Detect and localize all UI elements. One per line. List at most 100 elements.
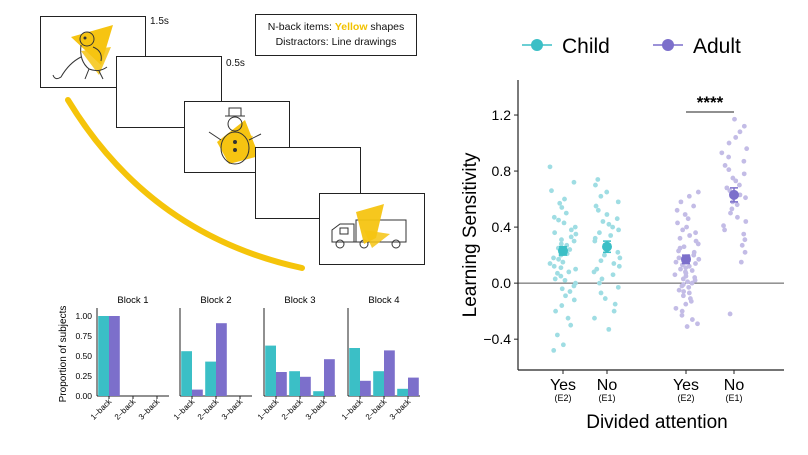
bar-x-tick-label: 1–back bbox=[172, 396, 197, 421]
bar-adult bbox=[192, 389, 203, 396]
bar-child bbox=[373, 371, 384, 396]
data-point-child bbox=[551, 255, 556, 261]
data-point-adult bbox=[741, 231, 747, 237]
scatter-y-tick-label: 1.2 bbox=[492, 107, 512, 123]
data-point-child bbox=[560, 259, 566, 265]
data-point-child bbox=[614, 216, 620, 222]
data-point-child bbox=[608, 233, 614, 238]
bar-adult bbox=[109, 316, 120, 396]
bar-child bbox=[205, 361, 216, 396]
learning-sensitivity-chart: Child Adult −0.4 0.0 0.4 0.8 1.2 Learning Sensi… bbox=[460, 35, 784, 433]
data-point-child bbox=[602, 296, 608, 301]
scatter-x-axis-label: Divided attention bbox=[586, 412, 728, 433]
nback-legend-line2: Distractors: Line drawings bbox=[275, 36, 397, 48]
data-point-child bbox=[560, 342, 566, 348]
data-point-child bbox=[604, 189, 610, 195]
bar-x-tick-label: 2–back bbox=[113, 396, 138, 421]
data-point-child bbox=[591, 269, 597, 275]
data-point-adult bbox=[684, 324, 690, 329]
data-point-adult bbox=[744, 146, 750, 152]
scatter-y-tick-label: 0.0 bbox=[492, 275, 512, 291]
snowman-icon bbox=[208, 107, 262, 165]
data-point-child bbox=[559, 237, 564, 243]
data-point-adult bbox=[680, 276, 686, 282]
data-point-adult bbox=[727, 311, 733, 317]
data-point-child bbox=[567, 247, 573, 252]
data-point-child bbox=[563, 210, 569, 216]
data-point-adult bbox=[693, 230, 698, 236]
data-point-child bbox=[573, 266, 579, 272]
data-point-adult bbox=[672, 272, 678, 278]
data-point-adult bbox=[728, 210, 733, 216]
data-point-child bbox=[562, 196, 567, 202]
data-point-child bbox=[547, 164, 553, 170]
data-point-adult bbox=[726, 167, 732, 173]
facet-title: Block 3 bbox=[284, 295, 315, 306]
data-point-adult bbox=[721, 223, 726, 229]
data-point-child bbox=[597, 280, 602, 286]
nback-legend-suffix: shapes bbox=[367, 21, 405, 33]
data-point-adult bbox=[696, 256, 702, 262]
data-point-child bbox=[602, 252, 607, 258]
data-point-adult bbox=[726, 154, 732, 160]
data-point-adult bbox=[684, 224, 689, 230]
bar-child bbox=[98, 316, 109, 396]
data-point-child bbox=[558, 265, 564, 271]
data-point-adult bbox=[691, 252, 697, 258]
data-point-child bbox=[615, 249, 621, 255]
data-point-adult bbox=[681, 289, 687, 294]
bar-child bbox=[349, 348, 360, 396]
bar-x-tick-label: 3–back bbox=[137, 396, 162, 421]
data-point-child bbox=[567, 289, 573, 294]
scatter-x-tick-sublabel: (E1) bbox=[598, 393, 615, 403]
bar-y-tick-label: 0.50 bbox=[75, 351, 92, 361]
data-point-adult bbox=[722, 227, 727, 233]
data-point-adult bbox=[686, 290, 692, 296]
bar-y-tick-label: 1.00 bbox=[75, 311, 92, 321]
data-point-adult bbox=[682, 212, 688, 217]
duration-label-1: 1.5s bbox=[150, 16, 169, 27]
mean-marker-child bbox=[558, 245, 568, 256]
data-point-child bbox=[557, 200, 563, 206]
data-point-child bbox=[561, 220, 567, 226]
data-point-adult bbox=[726, 140, 732, 146]
bar-y-tick-label: 0.00 bbox=[75, 391, 92, 401]
nback-legend-box: N-back items: Yellow shapes Distractors:… bbox=[255, 14, 417, 56]
bar-child bbox=[397, 388, 408, 396]
data-point-child bbox=[568, 322, 574, 328]
data-point-adult bbox=[733, 178, 739, 184]
bar-child bbox=[265, 345, 276, 396]
data-point-child bbox=[615, 199, 621, 205]
data-point-child bbox=[610, 224, 616, 230]
facet-title: Block 1 bbox=[117, 295, 148, 306]
scatter-x-tick-label: Yes bbox=[673, 377, 699, 394]
data-point-adult bbox=[681, 244, 687, 250]
data-point-adult bbox=[676, 287, 682, 293]
data-point-child bbox=[555, 270, 560, 276]
data-point-child bbox=[615, 284, 621, 290]
data-point-adult bbox=[679, 283, 685, 289]
bar-x-tick-label: 3–back bbox=[304, 396, 329, 421]
duration-label-2: 0.5s bbox=[226, 58, 245, 69]
data-point-child bbox=[611, 308, 617, 314]
data-point-adult bbox=[688, 298, 694, 304]
bar-x-tick-label: 3–back bbox=[388, 396, 413, 421]
bar-adult bbox=[216, 323, 227, 396]
data-point-adult bbox=[679, 308, 685, 314]
data-point-child bbox=[606, 221, 612, 227]
data-point-adult bbox=[695, 321, 700, 327]
significance-stars: **** bbox=[697, 93, 724, 112]
data-point-child bbox=[573, 231, 579, 237]
data-point-adult bbox=[742, 249, 748, 255]
data-point-child bbox=[597, 230, 602, 236]
data-point-adult bbox=[738, 259, 744, 265]
data-point-child bbox=[551, 263, 557, 269]
bar-adult bbox=[384, 350, 395, 396]
scatter-x-tick-label: No bbox=[597, 377, 618, 394]
data-point-child bbox=[598, 193, 604, 199]
bar-y-axis-label: Proportion of subjects bbox=[58, 306, 69, 403]
data-point-adult bbox=[676, 248, 681, 254]
bar-y-tick-label: 0.25 bbox=[75, 371, 92, 381]
data-point-adult bbox=[737, 182, 742, 188]
facet-title: Block 2 bbox=[200, 295, 231, 306]
